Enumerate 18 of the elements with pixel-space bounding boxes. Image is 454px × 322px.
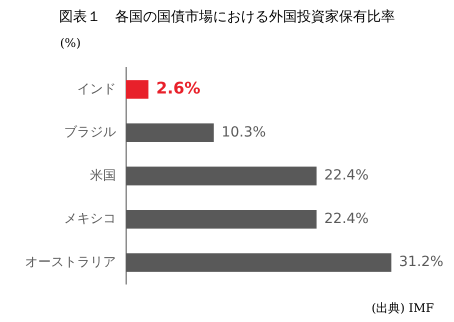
bar <box>126 80 148 99</box>
data-label: 2.6% <box>156 78 200 98</box>
y-tick-label: メキシコ <box>64 212 116 227</box>
data-label: 10.3% <box>221 124 266 140</box>
y-tick-label: ブラジル <box>64 125 116 140</box>
y-tick-label: オーストラリア <box>25 254 116 270</box>
y-tick-label: インド <box>77 82 116 97</box>
data-label: 22.4% <box>324 168 369 184</box>
bar <box>126 123 214 142</box>
data-label: 31.2% <box>399 254 444 270</box>
data-label: 22.4% <box>324 210 369 227</box>
bar <box>126 166 317 186</box>
text: (出典) IMF <box>371 300 434 317</box>
chart-title: 図表１ 各国の国債市場における外国投資家保有比率 <box>58 8 396 26</box>
bar <box>126 253 392 272</box>
x-axis-title: (%) <box>60 36 81 50</box>
y-tick-label: 米国 <box>90 168 116 184</box>
bar <box>126 210 317 229</box>
